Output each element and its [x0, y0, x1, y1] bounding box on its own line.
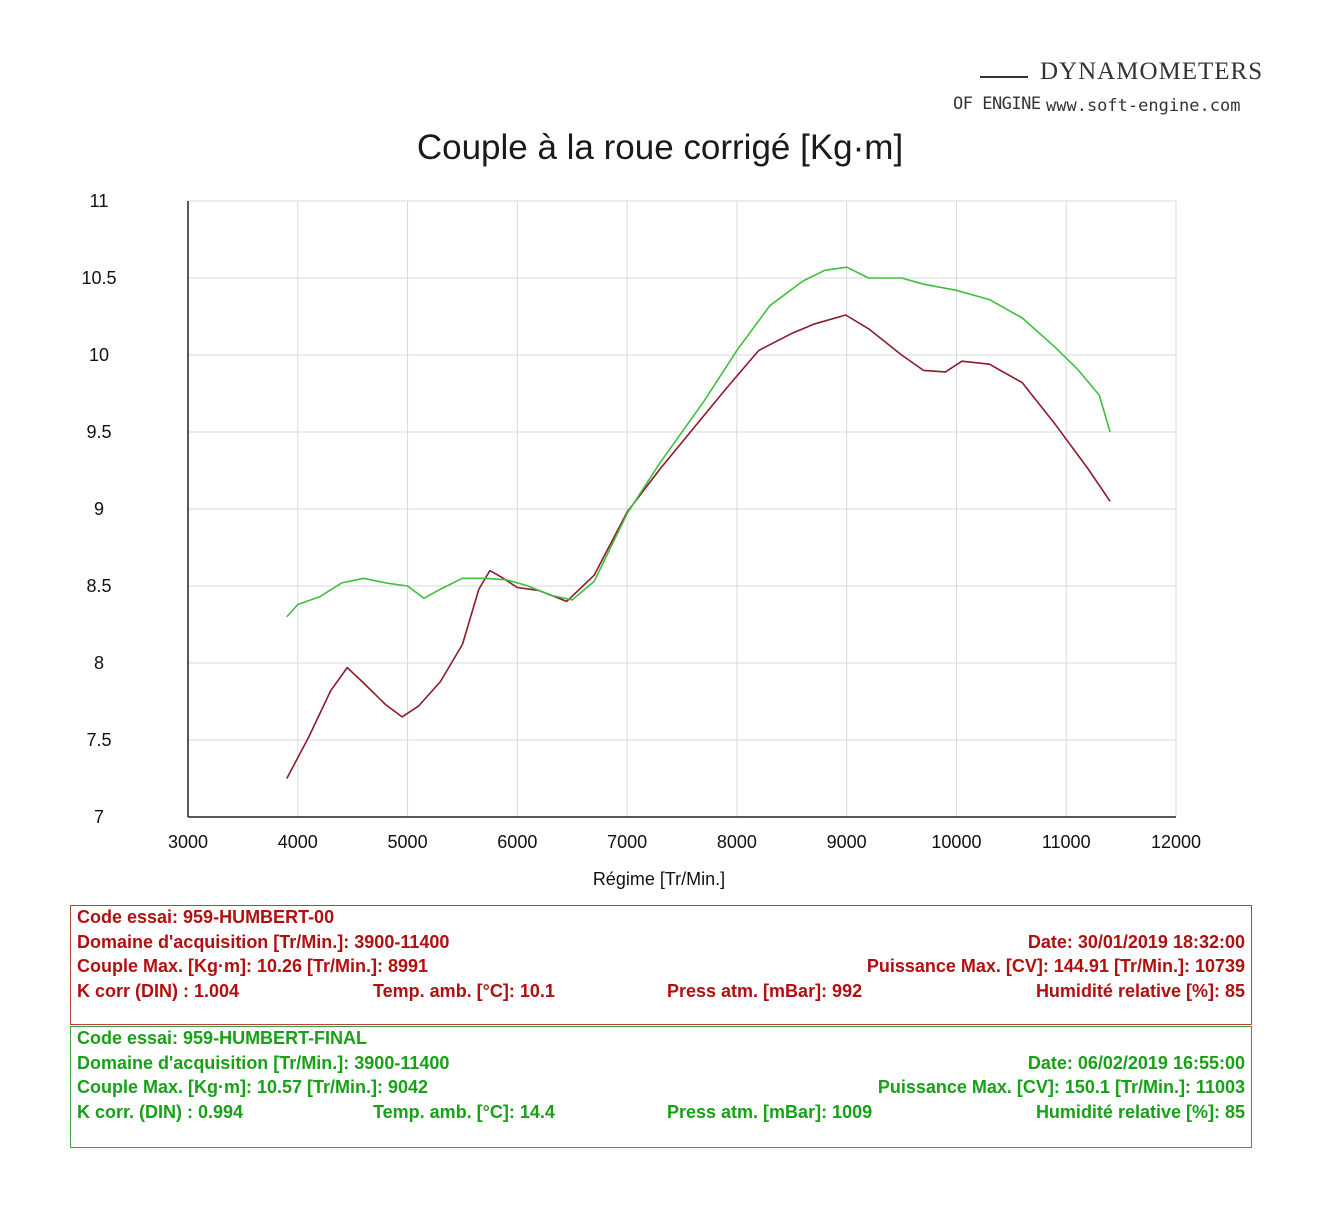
- axes: [187, 201, 1176, 818]
- x-tick-label-8: 11000: [1042, 832, 1091, 852]
- y-tick-label-6: 10: [89, 345, 109, 365]
- test1-humidity: Humidité relative [%]: 85: [1035, 980, 1245, 1001]
- test1-code: Code essai: 959-HUMBERT-00: [77, 907, 335, 927]
- x-tick-label-6: 9000: [827, 832, 867, 852]
- test1-couple-max: Couple Max. [Kg·m]: 10.26 [Tr/Min.]: 899…: [77, 956, 429, 976]
- test1-temp: Temp. amb. [°C]: 10.1: [373, 980, 555, 1001]
- test2-humidity: Humidité relative [%]: 85: [1035, 1101, 1245, 1122]
- test-info-box-2: Code essai: 959-HUMBERT-FINAL Domaine d'…: [70, 1026, 1252, 1148]
- chart-title: Couple à la roue corrigé [Kg·m]: [416, 128, 904, 167]
- test1-kcorr: K corr (DIN) : 1.004: [77, 980, 240, 1001]
- test2-date: Date: 06/02/2019 16:55:00: [1027, 1052, 1245, 1073]
- y-tick-label-0: 7: [94, 807, 104, 827]
- x-tick-label-0: 3000: [168, 832, 208, 852]
- y-tick-label-4: 9: [94, 499, 104, 519]
- test2-kcorr: K corr. (DIN) : 0.994: [77, 1101, 244, 1122]
- test1-domain: Domaine d'acquisition [Tr/Min.]: 3900-11…: [77, 931, 450, 952]
- brand-url: www.soft-engine.com: [1046, 96, 1241, 116]
- test2-temp: Temp. amb. [°C]: 14.4: [373, 1101, 555, 1122]
- x-axis-label: Régime [Tr/Min.]: [593, 869, 725, 889]
- y-tick-label-1: 7.5: [86, 730, 111, 750]
- brand-name: DYNAMOMETERS: [1040, 58, 1264, 85]
- y-tick-label-3: 8.5: [86, 576, 111, 596]
- test2-code: Code essai: 959-HUMBERT-FINAL: [77, 1028, 368, 1048]
- y-tick-label-8: 11: [90, 191, 109, 211]
- x-tick-label-5: 8000: [717, 832, 757, 852]
- test1-date: Date: 30/01/2019 18:32:00: [1027, 931, 1245, 952]
- grid-lines: [187, 200, 1177, 818]
- x-tick-label-1: 4000: [278, 832, 318, 852]
- series-line-2: [286, 266, 1111, 618]
- test1-press: Press atm. [mBar]: 992: [667, 980, 863, 1001]
- brand-sub: OF ENGINE: [953, 94, 1041, 114]
- y-tick-label-7: 10.5: [81, 268, 116, 288]
- series-lines: [286, 266, 1111, 779]
- x-axis-ticks: 3000 4000 5000 6000 7000 8000 9000 10000 11000 12…: [168, 832, 1201, 852]
- series-line-1: [286, 314, 1111, 779]
- x-tick-label-3: 6000: [497, 832, 537, 852]
- x-tick-label-4: 7000: [607, 832, 647, 852]
- y-tick-label-5: 9.5: [86, 422, 111, 442]
- y-axis-ticks: 7 7.5 8 8.5 9 9.5 10 10.5 11: [81, 191, 116, 827]
- test2-couple-max: Couple Max. [Kg·m]: 10.57 [Tr/Min.]: 904…: [77, 1077, 429, 1097]
- test2-press: Press atm. [mBar]: 1009: [667, 1101, 873, 1122]
- test1-power-max: Puissance Max. [CV]: 144.91 [Tr/Min.]: 1…: [866, 956, 1245, 976]
- torque-chart: 3000 4000 5000 6000 7000 8000 9000 10000 11000 12…: [81, 191, 1201, 889]
- x-tick-label-9: 12000: [1151, 832, 1201, 852]
- test2-domain: Domaine d'acquisition [Tr/Min.]: 3900-11…: [77, 1052, 450, 1073]
- test-info-box-1: Code essai: 959-HUMBERT-00 Domaine d'acq…: [70, 905, 1252, 1025]
- brand-line: [980, 76, 1028, 78]
- test2-power-max: Puissance Max. [CV]: 150.1 [Tr/Min.]: 11…: [877, 1077, 1245, 1097]
- y-tick-label-2: 8: [94, 653, 104, 673]
- x-tick-label-2: 5000: [388, 832, 428, 852]
- x-tick-label-7: 10000: [931, 832, 981, 852]
